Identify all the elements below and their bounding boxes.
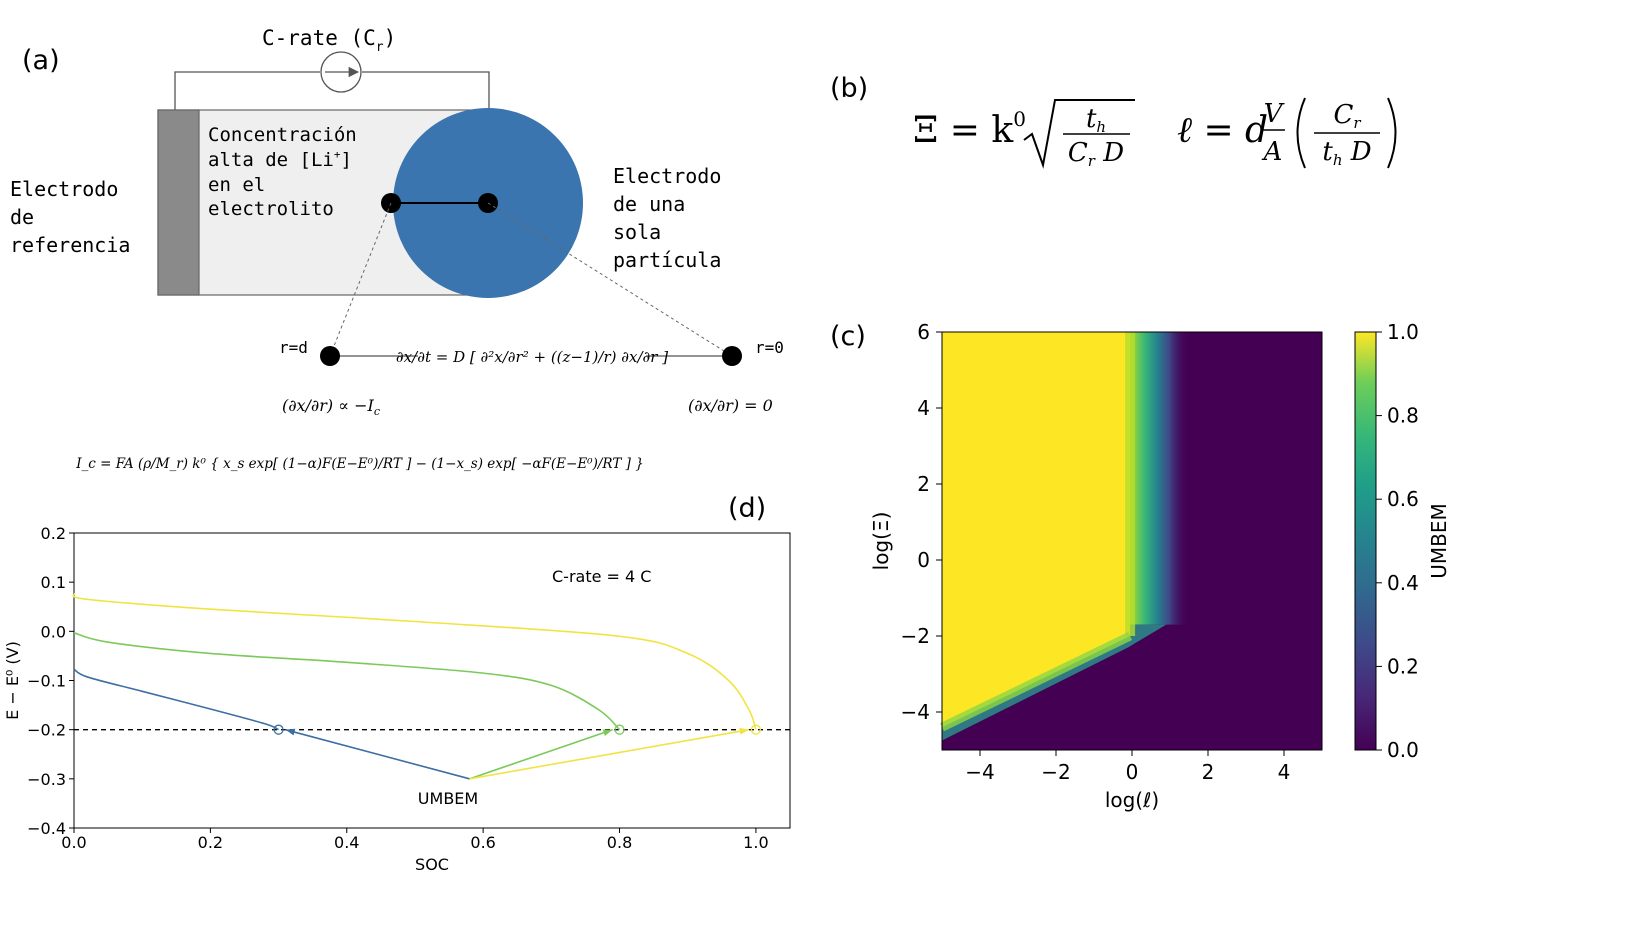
series-yellow xyxy=(72,592,757,730)
reference-electrode xyxy=(157,109,200,296)
bc-right: (∂x/∂r) = 0 xyxy=(688,396,773,415)
crate-label: C-rate (Cr) xyxy=(262,26,396,55)
colorbar-tick-label: 1.0 xyxy=(1387,320,1419,344)
line-axes: 0.0 0.2 0.4 0.6 0.8 1.0 −0.4 −0.3 −0.2 −0.1 0.0 0.1… xyxy=(27,524,791,852)
line-xtick-label: 0.4 xyxy=(334,833,359,852)
umbem-arrow-line xyxy=(469,728,613,780)
series-green xyxy=(73,632,621,731)
heatmap-plot-area xyxy=(940,332,1322,750)
umbem-arrow-line xyxy=(469,728,750,780)
colorbar-label: UMBEM xyxy=(1427,503,1451,579)
line-xtick-label: 1.0 xyxy=(743,833,768,852)
svg-text:V: V xyxy=(1264,99,1285,129)
svg-text:th D: th D xyxy=(1322,137,1371,169)
heatmap-axes: −4 −2 0 2 4 −4 −2 0 2 4 6 xyxy=(901,320,1323,784)
heatmap-ytick-label: −2 xyxy=(901,624,930,648)
svg-text:Ξ = k0: Ξ = k0 xyxy=(913,107,1026,151)
circuit-wire-left xyxy=(174,71,320,110)
panel-b-label: (b) xyxy=(830,73,868,104)
panel-c-label: (c) xyxy=(830,321,866,352)
heatmap-xtick-label: −4 xyxy=(965,760,994,784)
line-ytick-label: −0.1 xyxy=(27,672,66,691)
panel-a-label: (a) xyxy=(22,45,60,76)
panel-d-label: (d) xyxy=(728,493,766,524)
end-marker-green xyxy=(614,724,625,735)
r-0-label: r=0 xyxy=(755,338,784,357)
heatmap-xtick-label: 2 xyxy=(1202,760,1215,784)
line-ytick-label: 0.2 xyxy=(41,524,66,543)
heatmap-ylabel: log(Ξ) xyxy=(869,512,893,571)
colorbar-ticks: 0.0 0.2 0.4 0.6 0.8 1.0 xyxy=(1376,320,1419,762)
svg-text:ℓ = d: ℓ = d xyxy=(1177,110,1268,151)
svg-text:Cr: Cr xyxy=(1333,100,1361,132)
current-equation: I_c = FA (ρ/M_r) k⁰ { x_s exp[ (1−α)F(E−… xyxy=(75,456,644,472)
line-ytick-label: 0.1 xyxy=(41,573,66,592)
electrolyte-text: Concentración alta de [Li+] en el electr… xyxy=(208,124,368,220)
umbem-arrowhead xyxy=(285,728,296,736)
panel-b: (b) Ξ = k0 th Cr D ℓ = d V A Cr th D xyxy=(830,73,1397,170)
colorbar-tick-label: 0.0 xyxy=(1387,738,1419,762)
circuit-wire-right xyxy=(362,71,490,110)
heatmap-ytick-label: 4 xyxy=(917,396,930,420)
diffusion-equation: ∂x/∂t = D [ ∂²x/∂r² + ((z−1)/r) ∂x/∂r ] xyxy=(396,348,668,366)
umbem-arrowhead xyxy=(602,729,613,736)
umbem-arrowhead xyxy=(739,727,750,735)
line-ylabel: E − E⁰ (V) xyxy=(3,641,22,720)
line-ytick-label: −0.3 xyxy=(27,770,66,789)
heatmap-xlabel: log(ℓ) xyxy=(1105,788,1159,812)
panel-d: (d) 0.0 0.2 0.4 0.6 0.8 1.0−0.4−0.3−0.2−0.10.… xyxy=(3,493,791,874)
bc-left: (∂x/∂r) ∝ −Ic xyxy=(282,396,380,418)
end-marker-yellow xyxy=(750,724,762,735)
heatmap-ytick-label: 2 xyxy=(917,472,930,496)
colorbar-tick-label: 0.4 xyxy=(1387,571,1419,595)
colorbar-tick-label: 0.8 xyxy=(1387,404,1419,428)
svg-text:Cr D: Cr D xyxy=(1068,138,1124,170)
ell-equation: ℓ = d V A Cr th D xyxy=(1177,97,1397,169)
line-xtick-label: 0.2 xyxy=(198,833,223,852)
line-ytick-label: −0.2 xyxy=(27,721,66,740)
heatmap-high-region xyxy=(942,332,1131,728)
panel-a: (a) C-rate (Cr) Electrodo de referencia … xyxy=(10,26,784,472)
svg-text:A: A xyxy=(1262,137,1283,167)
current-source-icon xyxy=(320,51,362,93)
line-xlabel: SOC xyxy=(415,855,449,874)
xi-equation: Ξ = k0 th Cr D xyxy=(913,99,1135,170)
heatmap-xtick-label: 0 xyxy=(1126,760,1139,784)
line-xtick-label: 0.8 xyxy=(607,833,632,852)
heatmap-xtick-label: 4 xyxy=(1278,760,1291,784)
line-xtick-label: 0.0 xyxy=(61,833,86,852)
crate-annotation: C-rate = 4 C xyxy=(552,567,651,586)
umbem-arrow-line xyxy=(285,728,470,780)
line-series xyxy=(72,592,762,780)
line-xtick-label: 0.6 xyxy=(470,833,495,852)
heatmap-diagonal-boundary xyxy=(942,624,1167,741)
line-ytick-label: −0.4 xyxy=(27,819,66,838)
zoom-line-right xyxy=(487,202,733,357)
heatmap-xtick-label: −2 xyxy=(1041,760,1070,784)
colorbar-tick-label: 0.2 xyxy=(1387,654,1419,678)
heatmap-ytick-label: 6 xyxy=(917,320,930,344)
svg-text:th: th xyxy=(1086,104,1106,136)
ref-electrode-text: Electrodo de referencia xyxy=(10,177,130,257)
particle-text: Electrodo de una sola partícula xyxy=(613,164,733,272)
colorbar-tick-label: 0.6 xyxy=(1387,487,1419,511)
r-d-label: r=d xyxy=(279,338,308,357)
heatmap-fringe-diagonal xyxy=(940,631,1133,732)
umbem-label: UMBEM xyxy=(418,789,478,808)
line-frame xyxy=(73,532,791,829)
colorbar xyxy=(1354,331,1377,751)
panel-c: (c) −4 −2 0 2 4 −4 −2 0 2 4 6 log(ℓ) log(Ξ) 0.0 0.2… xyxy=(830,320,1451,812)
r-0-point xyxy=(722,346,742,366)
sqrt-sign xyxy=(1023,99,1135,169)
heatmap-ytick-label: 0 xyxy=(917,548,930,572)
end-marker-blue xyxy=(273,724,284,735)
r-d-point xyxy=(320,346,340,366)
line-ytick-label: 0.0 xyxy=(41,622,66,641)
series-blue xyxy=(73,668,279,731)
heatmap-ytick-label: −4 xyxy=(901,700,930,724)
